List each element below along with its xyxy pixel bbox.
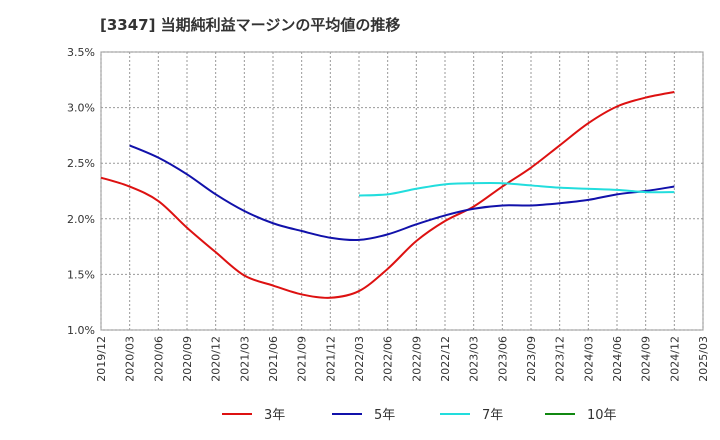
x-tick-label: 2024/12 xyxy=(668,336,681,382)
grid-lines xyxy=(100,51,704,331)
legend: 3年 5年 7年 10年 xyxy=(222,408,617,423)
x-tick-label: 2020/03 xyxy=(124,336,137,382)
y-tick-label: 3.0% xyxy=(67,102,95,115)
x-tick-label: 2022/12 xyxy=(439,336,452,382)
series-line-0 xyxy=(100,91,675,299)
x-tick-label: 2023/03 xyxy=(468,336,481,382)
y-tick-label: 3.5% xyxy=(67,46,95,59)
chart-title: [3347] 当期純利益マージンの平均値の推移 xyxy=(100,16,401,34)
legend-label: 7年 xyxy=(482,408,503,423)
legend-label: 5年 xyxy=(374,408,395,423)
y-tick-label: 1.5% xyxy=(67,268,95,281)
series-line-1 xyxy=(129,144,675,242)
x-tick-label: 2023/12 xyxy=(554,336,567,382)
x-tick-label: 2024/09 xyxy=(640,336,653,382)
x-tick-label: 2021/12 xyxy=(324,336,337,382)
x-tick-label: 2019/12 xyxy=(95,336,108,382)
x-tick-label: 2020/06 xyxy=(152,336,165,382)
x-tick-label: 2020/12 xyxy=(210,336,223,382)
legend-label: 10年 xyxy=(587,408,617,423)
x-axis-ticks: 2019/12 2020/03 2020/06 2020/09 2020/12 2021/… xyxy=(95,336,710,382)
x-tick-label: 2023/09 xyxy=(525,336,538,382)
y-tick-label: 1.0% xyxy=(67,324,95,337)
x-tick-label: 2025/03 xyxy=(697,336,710,382)
x-tick-label: 2022/06 xyxy=(382,336,395,382)
x-tick-label: 2021/03 xyxy=(238,336,251,382)
y-tick-label: 2.5% xyxy=(67,157,95,170)
series-lines xyxy=(100,91,675,299)
x-tick-label: 2021/09 xyxy=(296,336,309,382)
x-tick-label: 2020/09 xyxy=(181,336,194,382)
x-tick-label: 2021/06 xyxy=(267,336,280,382)
y-tick-label: 2.0% xyxy=(67,213,95,226)
x-tick-label: 2024/03 xyxy=(582,336,595,382)
x-tick-label: 2023/06 xyxy=(496,336,509,382)
legend-label: 3年 xyxy=(264,408,285,423)
x-tick-label: 2024/06 xyxy=(611,336,624,382)
y-axis-ticks: 1.0% 1.5% 2.0% 2.5% 3.0% 3.5% xyxy=(67,46,95,337)
series-line-2 xyxy=(358,182,675,197)
x-tick-label: 2022/03 xyxy=(353,336,366,382)
x-tick-label: 2022/09 xyxy=(410,336,423,382)
